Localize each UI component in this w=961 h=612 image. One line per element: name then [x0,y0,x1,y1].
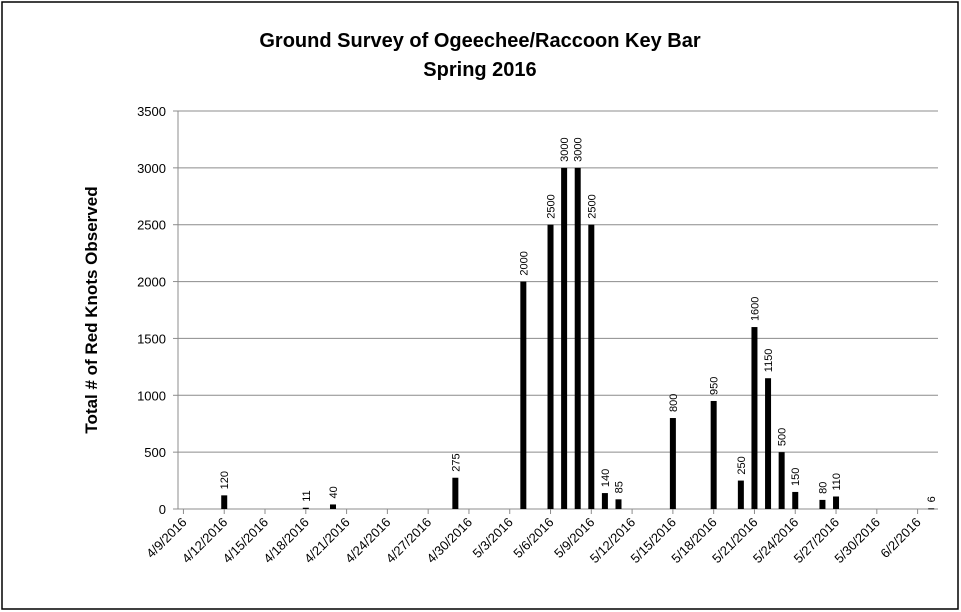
y-tick-label: 1000 [137,388,166,403]
y-tick-label: 3500 [137,104,166,119]
bar [520,281,527,509]
bar [778,452,785,509]
data-label: 2000 [518,251,530,275]
y-tick-label: 2000 [137,275,166,290]
bar [452,477,459,509]
data-label: 3000 [573,137,585,161]
data-label: 1150 [763,349,775,373]
bar [221,495,228,509]
bar [329,504,336,509]
y-tick-label: 500 [144,445,166,460]
chart-subtitle: Spring 2016 [423,59,536,81]
data-label: 950 [709,377,721,395]
bar [737,480,744,509]
bar [547,224,554,509]
data-label: 2500 [586,194,598,218]
bar [833,496,840,509]
bar [302,507,309,509]
y-tick-label: 1500 [137,331,166,346]
bar [792,491,799,509]
data-label: 250 [736,456,748,474]
data-label: 150 [790,468,802,486]
bar [561,167,568,509]
data-label: 140 [600,469,612,487]
y-axis-label: Total # of Red Knots Observed [82,186,101,433]
data-label: 120 [219,471,231,489]
bar [588,224,595,509]
data-label: 80 [817,482,829,494]
chart-title: Ground Survey of Ogeechee/Raccoon Key Ba… [259,30,700,52]
y-tick-label: 2500 [137,218,166,233]
data-label: 6 [926,496,938,502]
data-label: 800 [668,394,680,412]
bar [615,499,622,509]
data-label: 11 [301,490,313,501]
data-label: 2500 [546,194,558,218]
data-label: 40 [328,486,340,498]
bar [751,327,758,509]
y-tick-label: 3000 [137,161,166,176]
bar [601,493,608,509]
bar [710,400,717,509]
data-label: 85 [614,481,626,493]
data-label: 500 [777,428,789,446]
bar [819,499,826,509]
data-label: 3000 [559,137,571,161]
y-tick-label: 0 [159,502,166,517]
data-label: 275 [450,453,462,471]
bar [669,418,676,509]
bar [574,167,581,509]
bar [765,378,772,509]
data-label: 110 [831,473,843,491]
data-label: 1600 [749,297,761,321]
bar [928,508,935,510]
